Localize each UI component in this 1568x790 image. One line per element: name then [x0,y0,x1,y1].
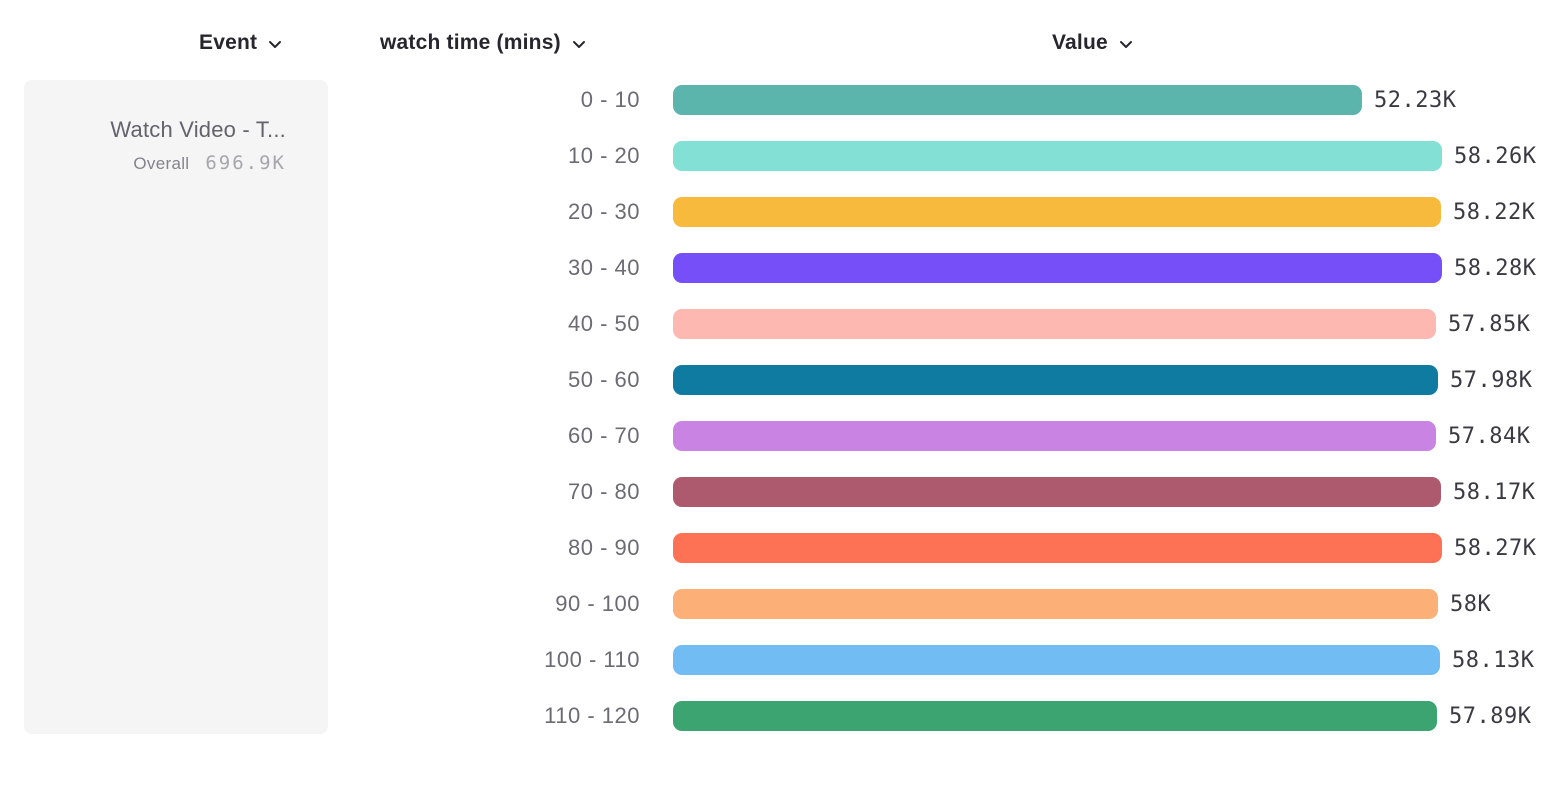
category-label: 80 - 90 [568,535,640,560]
value-label: 58K [1450,591,1492,617]
chart-row: 30 - 40 58.28K [0,253,1568,283]
bar[interactable] [673,365,1438,395]
event-column-header[interactable]: Event [199,29,282,56]
category-label: 50 - 60 [568,367,640,392]
bar[interactable] [673,85,1362,115]
bar[interactable] [673,701,1437,731]
overall-value: 696.9K [205,152,286,174]
chart-row: 40 - 50 57.85K [0,309,1568,339]
bar[interactable] [673,309,1436,339]
value-label: 58.27K [1454,535,1537,561]
value-label: 52.23K [1374,87,1457,113]
value-label: 57.89K [1449,703,1532,729]
value-label: 57.85K [1448,311,1531,337]
event-column-label: Event [199,30,258,54]
chart-row: 10 - 20 58.26K [0,141,1568,171]
chevron-down-icon [1119,40,1133,49]
category-label: 20 - 30 [568,199,640,224]
chart-row: 110 - 120 57.89K [0,701,1568,731]
category-label: 10 - 20 [568,143,640,168]
chart-row: 20 - 30 58.22K [0,197,1568,227]
breakdown-column-header[interactable]: watch time (mins) [380,29,586,56]
chart-row: 0 - 10 52.23K [0,85,1568,115]
value-label: 58.22K [1453,199,1536,225]
bar[interactable] [673,197,1441,227]
category-label: 30 - 40 [568,255,640,280]
category-label: 60 - 70 [568,423,640,448]
bar[interactable] [673,421,1436,451]
value-label: 58.26K [1454,143,1537,169]
breakdown-column-label: watch time (mins) [380,30,561,54]
event-title: Watch Video - T... [110,117,286,142]
bar[interactable] [673,645,1440,675]
bar[interactable] [673,533,1442,563]
chevron-down-icon [572,40,586,49]
bar[interactable] [673,141,1442,171]
category-label: 0 - 10 [580,87,640,112]
event-overall-row: Overall 696.9K [110,152,286,174]
category-label: 40 - 50 [568,311,640,336]
category-label: 100 - 110 [544,647,640,672]
value-label: 58.17K [1453,479,1536,505]
category-label: 70 - 80 [568,479,640,504]
bar-chart: 0 - 10 52.23K 10 - 20 58.26K 20 - 30 58.… [0,85,1568,757]
value-label: 57.84K [1448,423,1531,449]
category-label: 90 - 100 [555,591,640,616]
chart-row: 90 - 100 58K [0,589,1568,619]
chart-row: 80 - 90 58.27K [0,533,1568,563]
value-label: 58.28K [1454,255,1537,281]
chart-row: 100 - 110 58.13K [0,645,1568,675]
bar[interactable] [673,253,1442,283]
chart-row: 50 - 60 57.98K [0,365,1568,395]
event-card[interactable]: Watch Video - T... Overall 696.9K [24,80,328,734]
event-card-content: Watch Video - T... Overall 696.9K [110,116,286,174]
overall-label: Overall [133,154,190,173]
bar[interactable] [673,589,1438,619]
chevron-down-icon [268,40,282,49]
value-column-label: Value [1052,30,1108,54]
value-column-header[interactable]: Value [1052,29,1133,56]
category-label: 110 - 120 [544,703,640,728]
value-label: 58.13K [1452,647,1535,673]
value-label: 57.98K [1450,367,1533,393]
bar[interactable] [673,477,1441,507]
chart-row: 60 - 70 57.84K [0,421,1568,451]
chart-row: 70 - 80 58.17K [0,477,1568,507]
